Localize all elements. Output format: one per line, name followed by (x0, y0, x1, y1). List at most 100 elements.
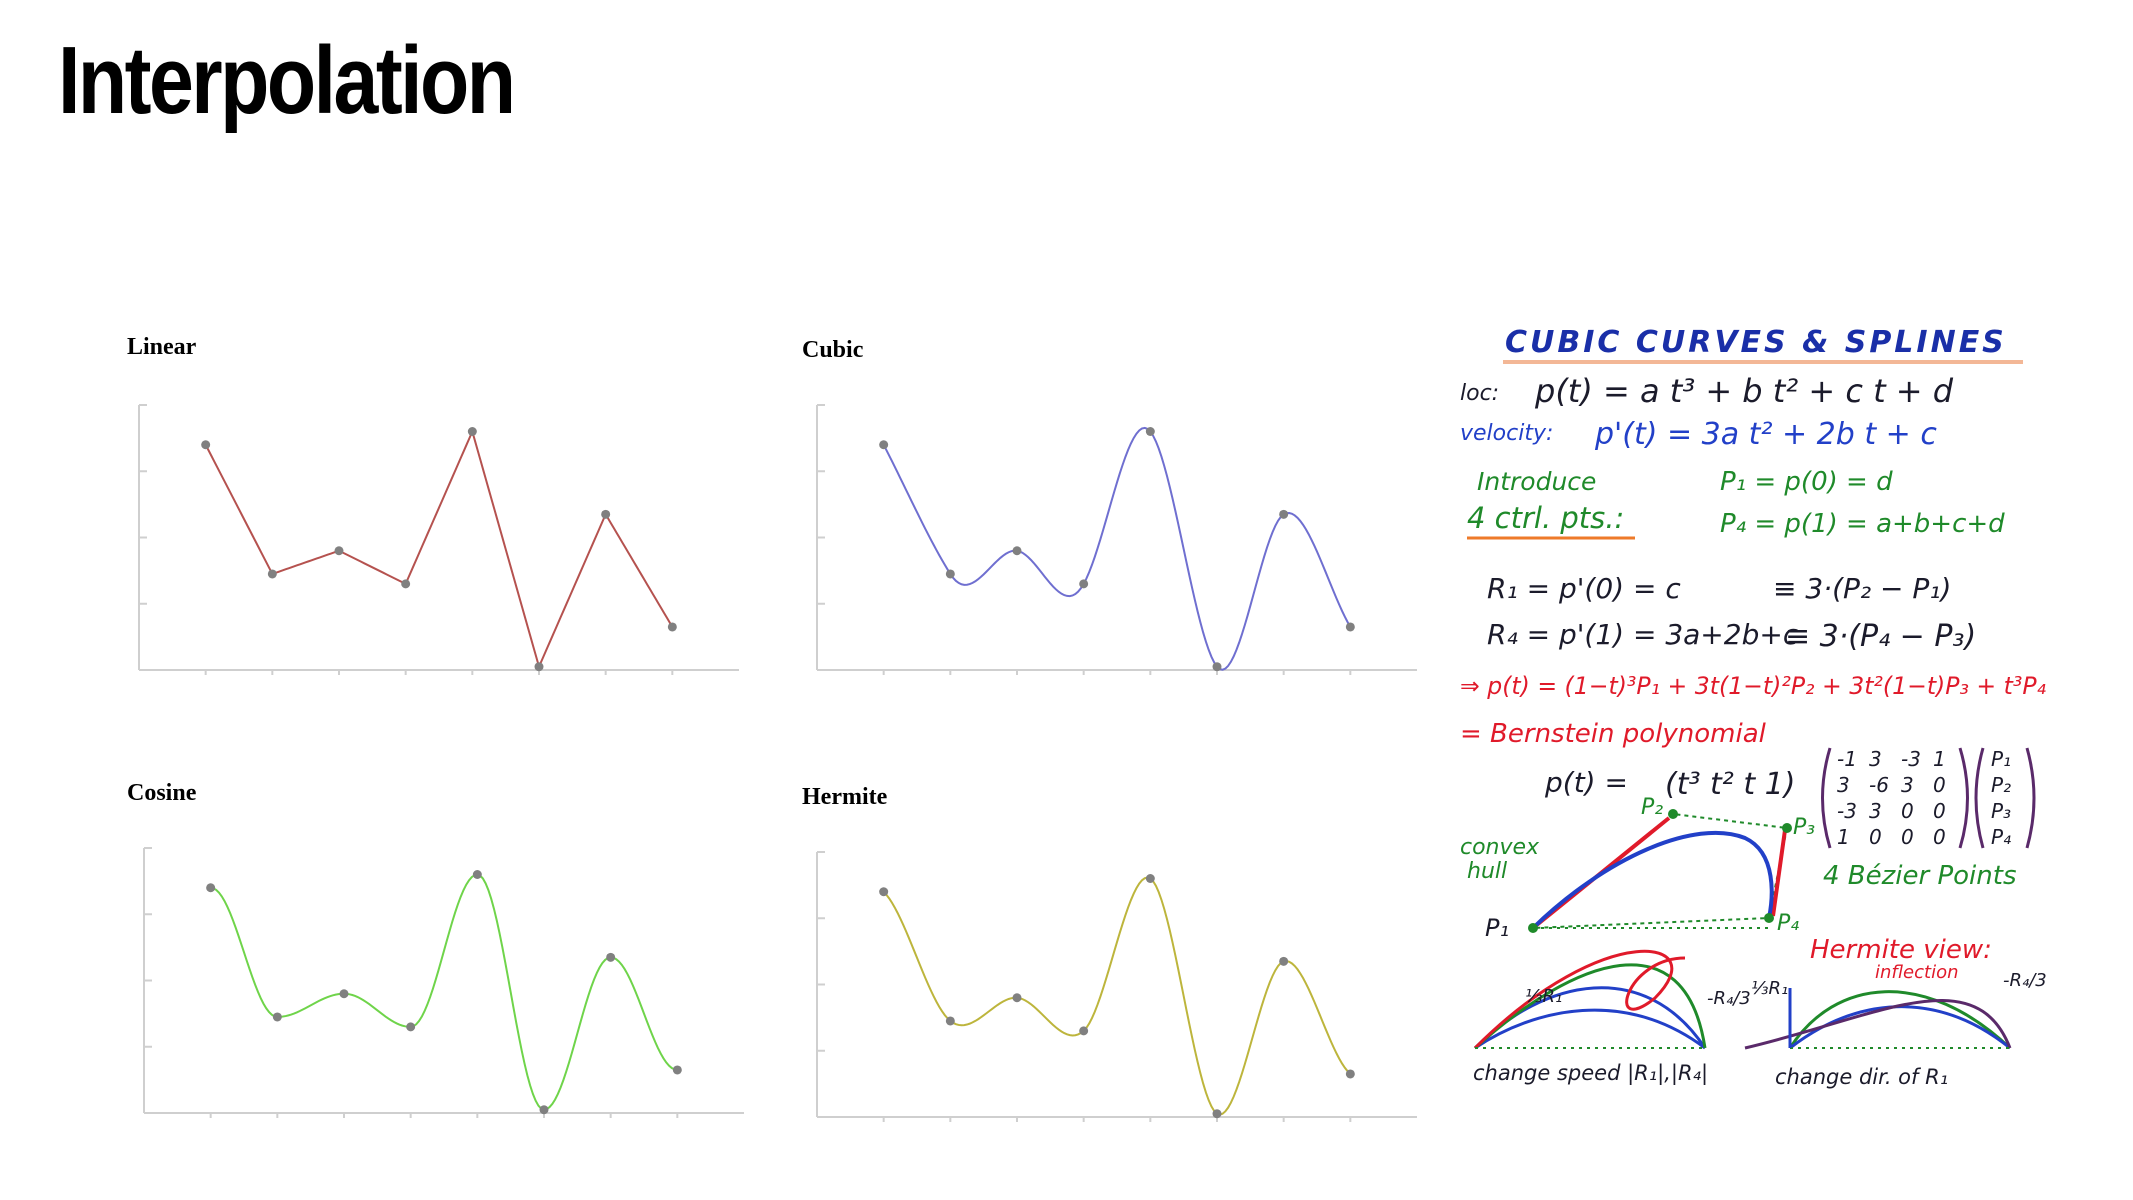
pt-label-p2: P₂ (1641, 795, 1663, 820)
matrix-cell: 3 (1837, 773, 1850, 797)
data-point (672, 1065, 682, 1075)
data-point (1145, 874, 1155, 883)
chart-title: Linear (127, 334, 197, 360)
data-point (1079, 579, 1089, 589)
data-point (534, 662, 544, 672)
data-point (272, 1012, 282, 1022)
p4-equation: P₄ = p(1) = a+b+c+d (1720, 509, 2005, 539)
matrix-cell: 0 (1933, 773, 1946, 797)
data-point (1279, 956, 1289, 966)
data-point (879, 440, 889, 450)
pt-label-p4: P₄ (1777, 911, 1799, 936)
data-point (879, 887, 889, 897)
chart-cubic: Cubic (795, 333, 1435, 693)
data-point (1145, 427, 1155, 436)
chart-title: Cubic (802, 337, 864, 363)
pt-label-p1: P₁ (1485, 914, 1509, 942)
data-point (401, 579, 411, 589)
data-point (467, 427, 477, 436)
loc-equation: p(t) = a t³ + b t² + c t + d (1534, 372, 1954, 410)
chart-title: Hermite (802, 784, 888, 810)
pvec-bracket-left (1974, 747, 1985, 849)
ctrl-pts-text: 4 ctrl. pts.: (1467, 501, 1624, 535)
data-point (945, 1016, 955, 1026)
bezier-curve (1531, 830, 1774, 930)
notes-svg: CUBIC CURVES & SPLINES loc: p(t) = a t³ … (1460, 325, 2047, 1089)
chart-title: Cosine (127, 780, 197, 806)
velocity-label: velocity: (1460, 421, 1553, 446)
cubic-curves-notes: CUBIC CURVES & SPLINES loc: p(t) = a t³ … (1455, 318, 2051, 1098)
data-point (601, 509, 611, 519)
matrix-lhs: p(t) = (1544, 766, 1628, 799)
inflection-label: inflection (1875, 962, 1959, 983)
slide-title: Interpolation (58, 27, 516, 134)
bernstein-equation: ⇒ p(t) = (1−t)³P₁ + 3t(1−t)²P₂ + 3t²(1−t… (1460, 672, 2046, 700)
change-speed-label: change speed |R₁|,|R₄| (1473, 1061, 1708, 1086)
data-point (472, 870, 482, 879)
r4-third-label: -R₄/3 (1707, 988, 1751, 1009)
chart-svg (816, 851, 1417, 1122)
data-point (1345, 1069, 1355, 1079)
matrix-cell: 0 (1933, 799, 1946, 823)
convex-hull-line (1530, 812, 1789, 930)
chart-svg (138, 404, 739, 675)
bezier-points-label: 4 Bézier Points (1823, 861, 2017, 891)
pvec-cell: P₄ (1991, 825, 2011, 849)
data-point (267, 569, 277, 579)
data-point (1012, 993, 1022, 1003)
matrix-cell: 3 (1869, 799, 1882, 823)
dir-sketch-curve-3 (1744, 999, 2012, 1050)
speed-sketch-curve-1 (1474, 1008, 1706, 1050)
r1-equation: R₁ = p'(0) = c (1487, 572, 1681, 605)
series-line (882, 426, 1352, 671)
notes-heading: CUBIC CURVES & SPLINES (1505, 325, 2007, 360)
data-point (1345, 622, 1355, 632)
convex-label: convex (1460, 835, 1540, 860)
chart-linear: Linear (120, 330, 760, 690)
series-line (204, 428, 674, 670)
series-line (210, 873, 678, 1111)
loc-label: loc: (1460, 381, 1499, 406)
matrix-cell: 3 (1901, 773, 1914, 797)
data-point (606, 952, 616, 962)
change-dir-label: change dir. of R₁ (1775, 1065, 1948, 1089)
r4-equation: R₄ = p'(1) = 3a+2b+c (1487, 618, 1799, 651)
introduce-text: Introduce (1477, 467, 1596, 496)
r4-rhs: ≡ 3·(P₄ − P₃) (1785, 619, 1976, 654)
data-point (1212, 1109, 1222, 1119)
matrix-cell: 1 (1933, 747, 1946, 771)
matrix-bracket-right (1958, 747, 1969, 849)
data-point (201, 440, 211, 450)
dir-r1-third-label: ⅓R₁ (1751, 978, 1788, 999)
chart-svg (143, 847, 744, 1118)
data-point (1212, 662, 1222, 672)
matrix-cell: -3 (1837, 799, 1857, 823)
pvec-cell: P₁ (1991, 747, 2011, 771)
dir-sketch-curve-1 (1788, 990, 2012, 1050)
p1-equation: P₁ = p(0) = d (1720, 467, 1893, 497)
data-point (1279, 509, 1289, 519)
matrix-cell: 3 (1869, 747, 1882, 771)
pvec-bracket-right (2025, 747, 2036, 849)
coefficient-matrix: -1 3 -3 13 -6 3 0-3 3 0 01 0 0 0 (1821, 747, 1969, 849)
bernstein-label: = Bernstein polynomial (1460, 719, 1767, 749)
ctrl-point-4 (1764, 913, 1774, 923)
data-point (1012, 546, 1022, 556)
r1-rhs: ≡ 3·(P₂ − P₁) (1773, 572, 1951, 605)
speed-sketch-curve-3 (1473, 963, 1707, 1050)
data-point (339, 989, 349, 999)
matrix-cell: -3 (1901, 747, 1921, 771)
matrix-cell: 0 (1869, 825, 1882, 849)
data-point (334, 546, 344, 556)
r1-third-label: ⅓R₁ (1525, 986, 1562, 1007)
matrix-cell: 0 (1901, 825, 1914, 849)
pvec-cell: P₂ (1991, 773, 2011, 797)
pvec-cell: P₃ (1991, 799, 2011, 823)
data-point (406, 1022, 416, 1032)
pt-label-p3: P₃ (1793, 815, 1815, 840)
chart-svg (816, 404, 1417, 675)
series-line (882, 876, 1352, 1116)
dir-r4-third-label: -R₄/3 (2003, 970, 2047, 991)
tangent-r4-arrow (1771, 829, 1787, 917)
